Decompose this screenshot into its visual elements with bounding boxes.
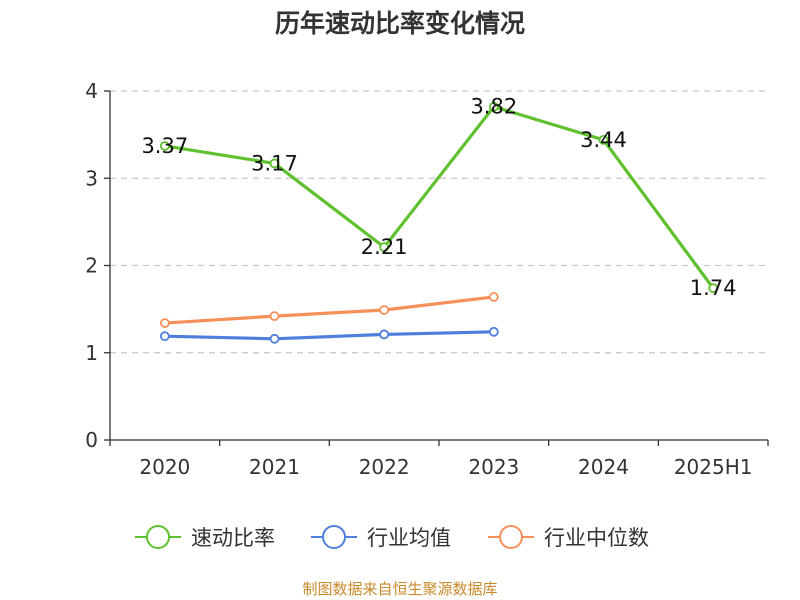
series-2-point-1[interactable] [269, 311, 280, 322]
axes: 0 1 2 3 4 2020 2021 2022 2023 2024 2025H1 [85, 79, 769, 479]
series-lines [159, 101, 719, 344]
series-line-1 [164, 330, 494, 341]
x-tick-label-2: 2022 [359, 455, 410, 479]
series-0-point-5[interactable] [708, 283, 719, 294]
series-2-point-0[interactable] [159, 318, 170, 328]
data-label-4: 3.44 [580, 128, 627, 152]
data-labels: 3.37 3.17 2.21 3.82 3.44 1.74 [141, 95, 736, 300]
series-0-point-4[interactable] [598, 134, 609, 145]
series-0-point-3[interactable] [488, 101, 499, 112]
legend-marker-2 [499, 525, 523, 549]
series-1-point-2[interactable] [379, 329, 390, 340]
series-1-point-1[interactable] [269, 333, 280, 344]
series-0-point-0[interactable] [159, 141, 170, 151]
y-tick-label-2: 2 [85, 254, 98, 278]
series-1-point-0[interactable] [159, 331, 170, 342]
source-note: 制图数据来自恒生聚源数据库 [302, 580, 497, 598]
y-tick-label-3: 3 [85, 166, 98, 190]
legend-label-1: 行业均值 [367, 526, 451, 550]
legend-label-0: 速动比率 [191, 526, 275, 550]
x-tick-label-3: 2023 [468, 455, 519, 479]
series-1-point-3[interactable] [488, 326, 499, 337]
legend-marker-0 [146, 525, 170, 549]
grid [110, 90, 768, 354]
data-label-1: 3.17 [251, 151, 298, 175]
series-2-point-3[interactable] [488, 292, 499, 302]
x-tick-label-1: 2021 [249, 455, 300, 479]
y-tick-label-0: 0 [85, 428, 98, 452]
data-label-2: 2.21 [361, 235, 408, 259]
series-0-point-1[interactable] [269, 158, 280, 169]
legend[interactable]: 速动比率 行业均值 行业中位数 [135, 525, 649, 550]
legend-item-1[interactable]: 行业均值 [311, 525, 451, 550]
x-tick-label-0: 2020 [139, 455, 190, 479]
x-tick-label-4: 2024 [578, 455, 629, 479]
y-tick-label-1: 1 [85, 341, 98, 365]
legend-item-0[interactable]: 速动比率 [135, 525, 275, 550]
series-line-0 [164, 105, 715, 290]
legend-item-2[interactable]: 行业中位数 [488, 525, 649, 550]
x-tick-label-5: 2025H1 [674, 455, 753, 479]
series-0-point-2[interactable] [379, 242, 390, 253]
data-label-3: 3.82 [470, 95, 517, 119]
legend-label-2: 行业中位数 [544, 526, 649, 550]
chart-title: 历年速动比率变化情况 [275, 9, 525, 38]
legend-marker-1 [322, 525, 346, 549]
data-label-5: 1.74 [690, 276, 737, 300]
data-label-0: 3.37 [141, 134, 188, 158]
series-2-point-2[interactable] [379, 305, 390, 315]
series-line-2 [164, 295, 495, 325]
y-tick-label-4: 4 [85, 79, 98, 103]
